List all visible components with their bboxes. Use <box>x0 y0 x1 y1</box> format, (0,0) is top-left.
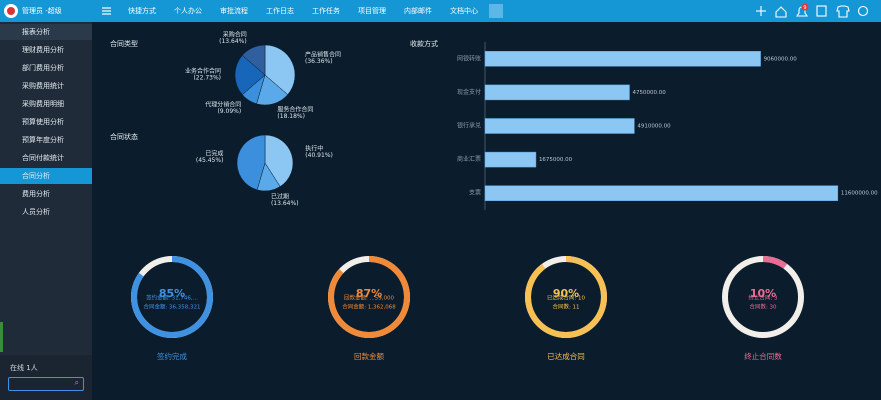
badge <box>801 3 809 11</box>
top-bar: 9 管理员 -超级 快捷方式 个人办公 审批流程 工作日志 工作任务 项目管理 内部邮件 文档… <box>0 0 881 22</box>
bar-label: 9060000.00 <box>764 56 798 62</box>
right-icons[interactable] <box>756 5 869 18</box>
y-tick-label: 银行承兑 <box>457 122 481 130</box>
bar <box>484 185 839 201</box>
top-icons: 9 <box>4 3 869 18</box>
gauge-arc <box>328 256 410 338</box>
slice-value: (18.18%) <box>277 113 305 120</box>
bar-label: 4750000.00 <box>632 90 666 96</box>
menu-item[interactable]: 部门费用分析 <box>22 64 64 72</box>
menu-item[interactable]: 合同付款统计 <box>22 154 64 162</box>
search-icon[interactable]: ⌕ <box>74 378 79 387</box>
menu-item[interactable]: 预算年度分析 <box>22 136 64 144</box>
gauge-percent: 85% <box>159 287 185 300</box>
sidebar-footer: 在线 1人 ⌕ <box>0 355 92 400</box>
slice-value: (9.09%) <box>217 108 241 115</box>
slice-value: (36.36%) <box>305 58 333 65</box>
pie-slice <box>241 44 266 76</box>
gauge-percent: 87% <box>356 287 382 300</box>
menu-item[interactable]: 采购费用统计 <box>22 82 64 90</box>
search-input[interactable]: ⌕ <box>8 377 84 391</box>
slice-label: 代理分销合同 <box>205 101 241 109</box>
sidebar: 在线 1人 ⌕ 报表分析理财费用分析 部门费用分析 采购费用统计 采购费用明细 预算使用… <box>0 22 92 400</box>
slice-value: (13.64%) <box>271 200 299 207</box>
nav-item[interactable]: 内部邮件 <box>404 7 432 15</box>
gauge-percent: 90% <box>553 287 579 300</box>
nav-item[interactable]: 项目管理 <box>358 7 386 15</box>
gauge-detail: 已达成合同: 10 <box>547 294 586 302</box>
menu-item[interactable]: 报表分析 <box>0 24 92 40</box>
bar <box>484 84 630 101</box>
nav-item[interactable]: 工作任务 <box>312 7 340 15</box>
menu-item[interactable]: 费用分析 <box>22 190 50 198</box>
nav-item[interactable]: 工作日志 <box>266 7 294 15</box>
nav-item[interactable]: 文档中心 <box>450 7 478 15</box>
bar-label: 4910000.00 <box>637 124 671 130</box>
slice-label: 业务合作合同 <box>185 67 221 75</box>
nav-item[interactable]: 个人办公 <box>174 7 202 15</box>
gauge-label: 终止合同数 <box>744 351 782 361</box>
pie-slice <box>264 44 296 95</box>
gauge-label: 回款金额 <box>354 351 384 361</box>
gauge-detail: 合同数: 30 <box>749 303 777 311</box>
slice-label: 已过期 <box>271 193 289 201</box>
bar <box>484 51 761 67</box>
gauge-detail: 终止合同: 3 <box>748 294 778 302</box>
gauge-arc <box>525 256 607 338</box>
slice-label: 执行中 <box>305 144 323 152</box>
menu-item[interactable]: 合同分析 <box>0 168 92 184</box>
online-count: 在线 1人 <box>10 364 38 372</box>
menu-item[interactable]: 采购费用明细 <box>22 100 64 108</box>
y-tick-label: 网银转账 <box>457 54 481 62</box>
slice-label: 已完成 <box>205 150 223 158</box>
slice-value: (13.64%) <box>219 38 247 45</box>
logo-dot <box>7 7 15 15</box>
menu-icon[interactable] <box>102 7 111 15</box>
gauge-detail: 合同金额: 1,362,068 <box>342 303 396 311</box>
y-tick-label: 支票 <box>469 189 481 197</box>
slice-value: (22.73%) <box>193 75 221 82</box>
scroll-indicator <box>0 322 3 352</box>
gauge-detail: 合同金额: 36,358,321 <box>143 303 200 311</box>
user-name[interactable]: 管理员 -超级 <box>22 7 62 15</box>
gauge-label: 签约完成 <box>157 351 187 361</box>
list-button[interactable] <box>489 4 503 18</box>
gauge-detail: 合同数: 11 <box>552 303 579 311</box>
menu-item[interactable]: 预算使用分析 <box>22 118 64 126</box>
nav-item[interactable]: 快捷方式 <box>128 7 156 15</box>
gauge-percent: 10% <box>750 287 776 300</box>
chart-title: 合同类型 <box>110 39 138 48</box>
slice-value: (45.45%) <box>196 157 224 164</box>
bar-label: 1675000.00 <box>539 157 573 163</box>
nav-item[interactable]: 审批流程 <box>220 7 248 15</box>
slice-label: 服务合作合同 <box>277 105 313 113</box>
y-tick-label: 现金支付 <box>457 88 481 96</box>
gauge-label: 已达成合同 <box>547 351 585 361</box>
bar <box>484 151 537 168</box>
gauge-arc <box>762 256 788 269</box>
pie-slice <box>234 55 266 96</box>
chart-title: 合同状态 <box>110 132 138 141</box>
bar-label: 11600000.00 <box>841 191 878 197</box>
slice-label: 产品销售合同 <box>305 50 341 58</box>
bar <box>484 118 635 134</box>
gauge-arc <box>131 256 213 338</box>
menu-item[interactable]: 理财费用分析 <box>22 46 64 54</box>
slice-label: 采购合同 <box>223 31 247 39</box>
menu-item[interactable]: 人员分析 <box>22 208 50 216</box>
slice-value: (40.91%) <box>305 152 333 159</box>
chart-title: 收款方式 <box>410 39 438 48</box>
badge-count: 9 <box>803 5 806 11</box>
gauge-detail: 回款金额: ...59,000 <box>344 294 395 302</box>
gauge-detail: 签约金额: 31,746,... <box>146 294 198 302</box>
y-tick-label: 商业汇票 <box>457 155 481 163</box>
pie-slice <box>236 134 266 191</box>
